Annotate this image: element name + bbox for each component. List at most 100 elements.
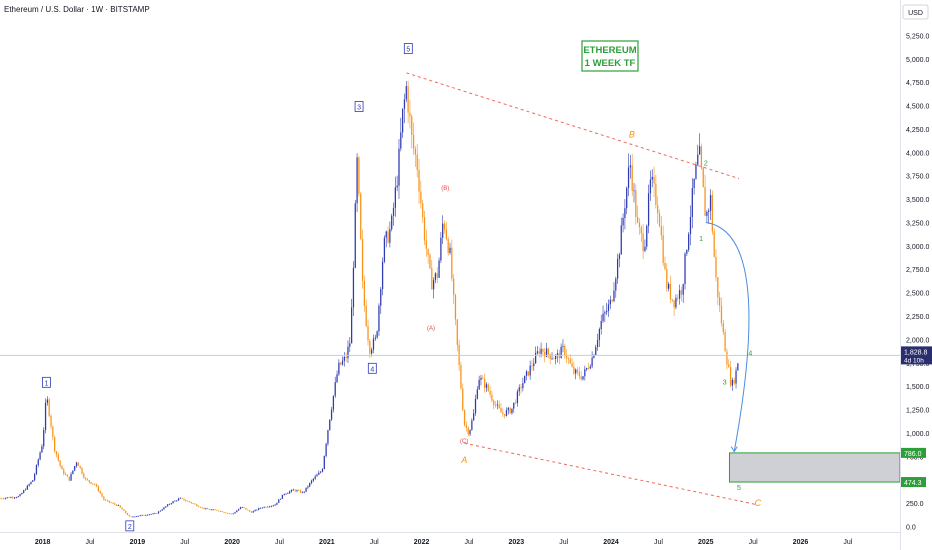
x-tick-label: Jul (559, 539, 568, 546)
candle-body (513, 402, 515, 409)
candle-body (108, 500, 110, 503)
candle-body (565, 355, 568, 359)
currency-button[interactable] (902, 4, 929, 20)
target-top-tag (901, 447, 926, 458)
x-tick-label: 2021 (319, 539, 335, 546)
candle-body (210, 509, 212, 511)
x-tick-label: 2025 (698, 539, 714, 546)
candle-body (655, 183, 657, 206)
y-tick-label: 2,250.0 (906, 314, 929, 321)
candle-body (700, 146, 703, 168)
candle-body (626, 187, 628, 209)
candle-body (414, 148, 417, 155)
candle-body (305, 487, 307, 492)
candle-body (318, 472, 320, 475)
projection-arrow (705, 221, 750, 452)
y-tick-label: 4,750.0 (906, 80, 929, 87)
candle-body (363, 280, 366, 306)
candle-body (177, 498, 180, 501)
y-tick-label: 2,750.0 (906, 267, 929, 274)
symbol-title[interactable]: Ethereum / U.S. Dollar · 1W · BITSTAMP (4, 5, 150, 14)
candle-body (30, 481, 32, 485)
candle-body (254, 509, 256, 512)
candle-body (474, 398, 477, 414)
candle-body (538, 351, 540, 354)
candle-body (675, 297, 677, 308)
candle-body (482, 377, 484, 379)
candle-body (688, 234, 690, 250)
price-tag-value: 1,828.8 (904, 349, 927, 356)
candle-body (367, 325, 369, 341)
candle-body (77, 462, 79, 466)
candle-body (633, 190, 635, 192)
candle-body (179, 497, 182, 499)
candle-body (677, 297, 679, 299)
wave-label: B (629, 129, 635, 139)
candle-body (642, 233, 644, 252)
x-tick-label: Jul (843, 539, 852, 546)
candle-body (644, 246, 646, 252)
candle-body (509, 407, 511, 414)
candle-body (420, 191, 422, 204)
candle-body (330, 409, 333, 420)
candle-body (575, 369, 577, 374)
annotation-line-1: ETHEREUM (583, 45, 636, 56)
candle-body (43, 430, 45, 447)
candle-body (560, 346, 562, 359)
candle-body (267, 506, 269, 508)
y-tick-label: 0.0 (906, 524, 916, 531)
candle-body (250, 511, 253, 513)
candle-body (343, 356, 345, 361)
candle-body (616, 258, 619, 279)
candle-body (673, 300, 675, 308)
candle-body (505, 410, 508, 416)
candle-body (24, 489, 27, 491)
candle-body (227, 512, 229, 514)
candle-body (188, 501, 191, 503)
candle-body (704, 187, 706, 216)
candle-body (465, 425, 468, 428)
candle-body (238, 509, 240, 511)
candle-body (533, 363, 535, 367)
time-axis[interactable]: 2018 Jul 2019 Jul 2020 Jul 2021 Jul 2022 Jul 2023 J… (0, 532, 900, 547)
candle-body (638, 222, 641, 228)
candle-body (635, 190, 637, 217)
candle-body (157, 511, 160, 514)
candle-body (531, 365, 533, 367)
x-tick-label: Jul (275, 539, 284, 546)
candle-body (584, 369, 586, 377)
candle-body (698, 146, 701, 155)
candle-body (666, 269, 668, 289)
candle-body (341, 360, 344, 365)
candle-body (731, 379, 734, 386)
candle-body (61, 465, 63, 470)
candle-body (358, 157, 360, 194)
candle-body (150, 513, 152, 515)
candle-body (480, 377, 482, 380)
candle-body (713, 231, 715, 257)
candle-body (427, 248, 429, 255)
candle-body (669, 283, 672, 300)
candle-body (323, 455, 325, 469)
candle-body (117, 505, 120, 507)
candle-body (221, 511, 223, 513)
overlays: ETHEREUM 1 WEEK TF (0, 40, 901, 483)
candle-body (106, 500, 109, 502)
wave-label: 3 (357, 104, 361, 111)
candle-body (678, 290, 681, 299)
candle-body (564, 345, 566, 356)
candle-body (314, 476, 316, 479)
candle-body (418, 169, 420, 192)
candle-body (228, 513, 231, 514)
candle-body (349, 343, 351, 347)
candle-body (126, 513, 129, 515)
candle-body (298, 490, 300, 492)
wave-box (403, 43, 413, 54)
candle-body (684, 253, 686, 285)
price-axis[interactable]: USD0.0250.0500.0750.01,000.01,250.01,500… (900, 0, 932, 550)
candle-body (389, 229, 391, 243)
candle-body (334, 382, 336, 396)
candle-body (320, 471, 322, 473)
candle-body (187, 500, 189, 502)
